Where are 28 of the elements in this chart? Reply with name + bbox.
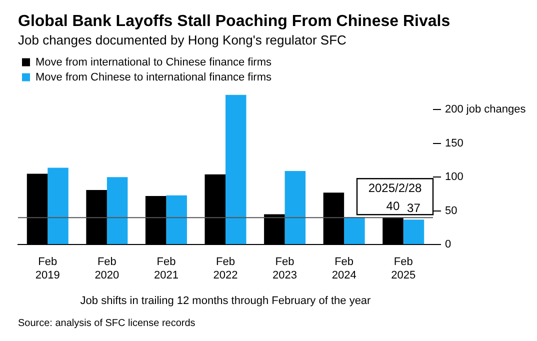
x-tick-label: Feb 2020 (94, 256, 120, 282)
chart-title: Global Bank Layoffs Stall Poaching From Chinese Rivals (18, 13, 450, 30)
bar (48, 168, 68, 244)
x-tick-label: Feb 2022 (213, 256, 238, 282)
bar (284, 171, 306, 244)
bar (344, 216, 365, 244)
data-label: 40 (386, 198, 400, 213)
y-tick-label: 50 (445, 204, 458, 217)
y-tick-label: 100 (445, 171, 464, 184)
x-tick-label: Feb 2021 (154, 256, 178, 282)
bar (106, 177, 128, 244)
chart-subtitle: Job changes documented by Hong Kong's regulator SFC (18, 32, 346, 48)
bar (403, 220, 424, 244)
source-note: Source: analysis of SFC license records (18, 318, 196, 329)
bar (166, 195, 187, 244)
y-tick-label: 150 (445, 137, 464, 150)
x-axis-title: Job shifts in trailing 12 months through February of the year (80, 295, 372, 308)
data-label: 37 (407, 200, 421, 215)
legend-label: Move from Chinese to international finance firms (36, 71, 272, 84)
x-tick-label: Feb 2019 (35, 256, 60, 282)
y-tick-label: 0 (445, 238, 452, 251)
bar (226, 94, 246, 244)
x-tick-label: Feb 2025 (391, 256, 416, 282)
y-tick-label: 200 job changes (445, 104, 526, 116)
x-tick-label: Feb 2024 (332, 256, 356, 282)
x-tick-label: Feb 2023 (272, 256, 298, 282)
legend-label: Move from international to Chinese finance firms (36, 56, 272, 68)
annotation: 2025/2/28 (368, 180, 422, 195)
